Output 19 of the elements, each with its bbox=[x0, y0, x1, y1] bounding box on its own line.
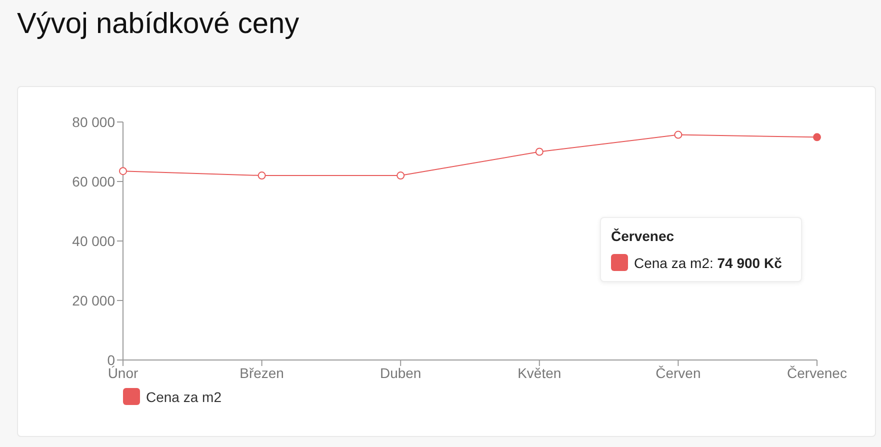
x-tick-label: Červenec bbox=[787, 364, 847, 381]
annotation: Cena za m2: 74 900 Kč bbox=[634, 254, 782, 270]
point bbox=[396, 172, 405, 180]
point bbox=[674, 130, 682, 139]
annotation: Červenec bbox=[611, 228, 676, 244]
y-tick-label: 40 000 bbox=[72, 232, 116, 249]
legend-label: Cena za m2 bbox=[146, 388, 222, 404]
x-tick-label: Březen bbox=[240, 364, 284, 381]
x-tick-label: Duben bbox=[380, 364, 422, 381]
point bbox=[813, 133, 821, 142]
point bbox=[119, 167, 127, 176]
x-tick-label: Červen bbox=[656, 364, 701, 381]
point bbox=[258, 172, 266, 180]
x-tick-label: Květen bbox=[518, 364, 562, 381]
y-tick-label: 60 000 bbox=[72, 173, 116, 190]
chart-title: Vývoj nabídkové ceny bbox=[17, 8, 300, 41]
y-tick-label: 20 000 bbox=[72, 292, 116, 308]
y-tick-label: 80 000 bbox=[72, 114, 116, 130]
point bbox=[535, 148, 544, 156]
